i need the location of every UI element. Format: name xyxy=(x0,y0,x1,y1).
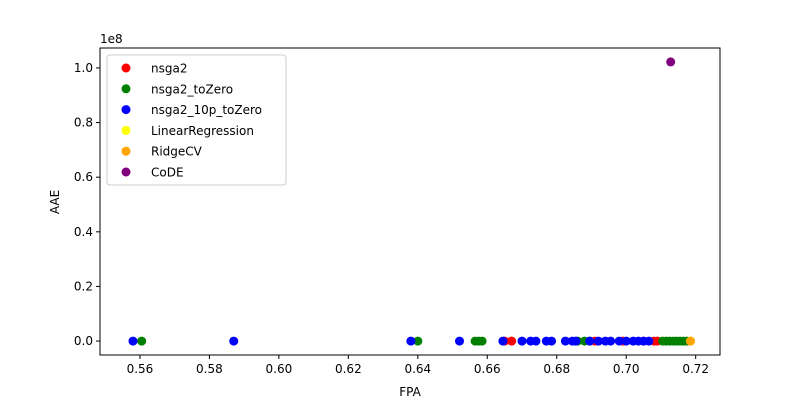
x-tick-label: 0.62 xyxy=(335,362,362,376)
legend-label-nsga2_10p_toZero: nsga2_10p_toZero xyxy=(151,103,262,117)
legend-label-nsga2_toZero: nsga2_toZero xyxy=(151,82,233,96)
point-nsga2_10p_toZero-14 xyxy=(593,336,603,346)
y-tick-label: 0.8 xyxy=(74,116,93,130)
x-tick-label: 0.70 xyxy=(613,362,640,376)
point-CoDE-0 xyxy=(666,57,676,67)
legend-marker-nsga2_10p_toZero xyxy=(121,105,131,115)
point-nsga2_toZero-1 xyxy=(413,336,423,346)
x-tick-label: 0.58 xyxy=(196,362,223,376)
x-tick-label: 0.66 xyxy=(474,362,501,376)
point-RidgeCV-0 xyxy=(685,336,695,346)
point-nsga2_10p_toZero-9 xyxy=(547,336,557,346)
legend-label-nsga2: nsga2 xyxy=(151,62,187,76)
point-nsga2_10p_toZero-2 xyxy=(406,336,416,346)
point-nsga2_10p_toZero-17 xyxy=(614,336,624,346)
legend-marker-nsga2_toZero xyxy=(121,84,131,94)
point-nsga2_10p_toZero-7 xyxy=(531,336,541,346)
x-tick-label: 0.64 xyxy=(404,362,431,376)
point-nsga2_toZero-4 xyxy=(477,336,487,346)
plot-frame xyxy=(99,47,721,356)
point-nsga2_10p_toZero-22 xyxy=(644,336,654,346)
legend-marker-nsga2 xyxy=(121,63,131,73)
legend-label-RidgeCV: RidgeCV xyxy=(151,145,203,159)
y-tick-label: 0.4 xyxy=(74,225,93,239)
point-nsga2_10p_toZero-4 xyxy=(498,336,508,346)
x-tick-label: 0.60 xyxy=(266,362,293,376)
x-axis-ticks: 0.56 0.58 0.60 0.62 0.64 0.66 0.68 0.70 0.72 xyxy=(127,355,709,376)
y-axis-ticks: 0.0 0.2 0.4 0.6 0.8 1.0 xyxy=(74,61,100,348)
legend-items: nsga2 nsga2_toZero nsga2_10p_toZero LinearR… xyxy=(121,62,262,180)
y-tick-label: 0.0 xyxy=(74,334,93,348)
point-nsga2_10p_toZero-1 xyxy=(229,336,239,346)
legend-box xyxy=(106,54,287,186)
point-nsga2_10p_toZero-5 xyxy=(517,336,527,346)
points-layer xyxy=(128,57,695,346)
point-nsga2_10p_toZero-13 xyxy=(585,336,595,346)
point-nsga2_toZero-0 xyxy=(137,336,147,346)
y-axis-label: AAE xyxy=(48,190,62,214)
x-axis-label: FPA xyxy=(399,385,421,399)
point-nsga2-1 xyxy=(507,336,517,346)
y-tick-label: 0.2 xyxy=(74,279,93,293)
point-nsga2_10p_toZero-3 xyxy=(455,336,464,346)
legend-marker-CoDE xyxy=(121,167,131,177)
legend-label-CoDE: CoDE xyxy=(151,166,184,180)
point-nsga2_10p_toZero-10 xyxy=(560,336,570,346)
y-tick-label: 0.6 xyxy=(74,170,93,184)
legend-label-LinearRegression: LinearRegression xyxy=(151,124,254,138)
x-tick-label: 0.68 xyxy=(543,362,570,376)
x-tick-label: 0.56 xyxy=(127,362,154,376)
point-nsga2_10p_toZero-12 xyxy=(571,336,581,346)
legend: nsga2 nsga2_toZero nsga2_10p_toZero LinearR… xyxy=(106,54,287,186)
point-nsga2_10p_toZero-0 xyxy=(128,336,138,346)
legend-marker-RidgeCV xyxy=(121,146,131,156)
point-nsga2_10p_toZero-18 xyxy=(621,336,631,346)
x-tick-label: 0.72 xyxy=(682,362,709,376)
y-tick-label: 1.0 xyxy=(74,61,93,75)
legend-marker-LinearRegression xyxy=(121,125,131,135)
point-nsga2_10p_toZero-16 xyxy=(606,336,616,346)
y-offset-label: 1e8 xyxy=(100,32,123,46)
